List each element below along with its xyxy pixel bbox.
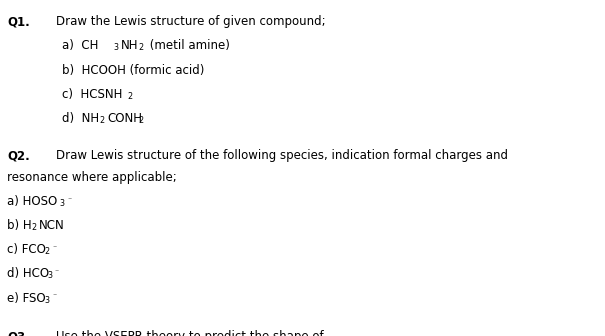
Text: Draw the Lewis structure of given compound;: Draw the Lewis structure of given compou… — [56, 15, 325, 28]
Text: a)  CH: a) CH — [62, 39, 98, 52]
Text: b) H: b) H — [7, 219, 32, 232]
Text: 3: 3 — [45, 296, 50, 305]
Text: Q1.: Q1. — [7, 15, 30, 28]
Text: 2: 2 — [139, 43, 143, 52]
Text: b)  HCOOH (formic acid): b) HCOOH (formic acid) — [62, 64, 204, 77]
Text: d)  NH: d) NH — [62, 112, 99, 125]
Text: Q3.: Q3. — [7, 330, 30, 336]
Text: 2: 2 — [127, 92, 132, 101]
Text: e) FSO: e) FSO — [7, 292, 46, 305]
Text: ⁻: ⁻ — [67, 195, 71, 204]
Text: 2: 2 — [45, 247, 50, 256]
Text: CONH: CONH — [108, 112, 143, 125]
Text: NH: NH — [121, 39, 139, 52]
Text: Use the VSEPR theory to predict the shape of: Use the VSEPR theory to predict the shap… — [56, 330, 323, 336]
Text: ⁻: ⁻ — [52, 243, 56, 252]
Text: Draw Lewis structure of the following species, indication formal charges and: Draw Lewis structure of the following sp… — [56, 150, 508, 162]
Text: (metil amine): (metil amine) — [146, 39, 231, 52]
Text: 2: 2 — [138, 116, 143, 125]
Text: c) FCO: c) FCO — [7, 243, 46, 256]
Text: d) HCO: d) HCO — [7, 267, 50, 281]
Text: ⁻: ⁻ — [52, 292, 56, 301]
Text: 2: 2 — [31, 223, 36, 232]
Text: 2: 2 — [100, 116, 105, 125]
Text: a) HOSO: a) HOSO — [7, 195, 57, 208]
Text: resonance where applicable;: resonance where applicable; — [7, 171, 177, 184]
Text: ⁻: ⁻ — [54, 267, 59, 277]
Text: c)  HCSNH: c) HCSNH — [62, 88, 122, 101]
Text: 3: 3 — [47, 271, 52, 281]
Text: 3: 3 — [60, 199, 65, 208]
Text: 3: 3 — [113, 43, 118, 52]
Text: NCN: NCN — [39, 219, 65, 232]
Text: Q2.: Q2. — [7, 150, 30, 162]
